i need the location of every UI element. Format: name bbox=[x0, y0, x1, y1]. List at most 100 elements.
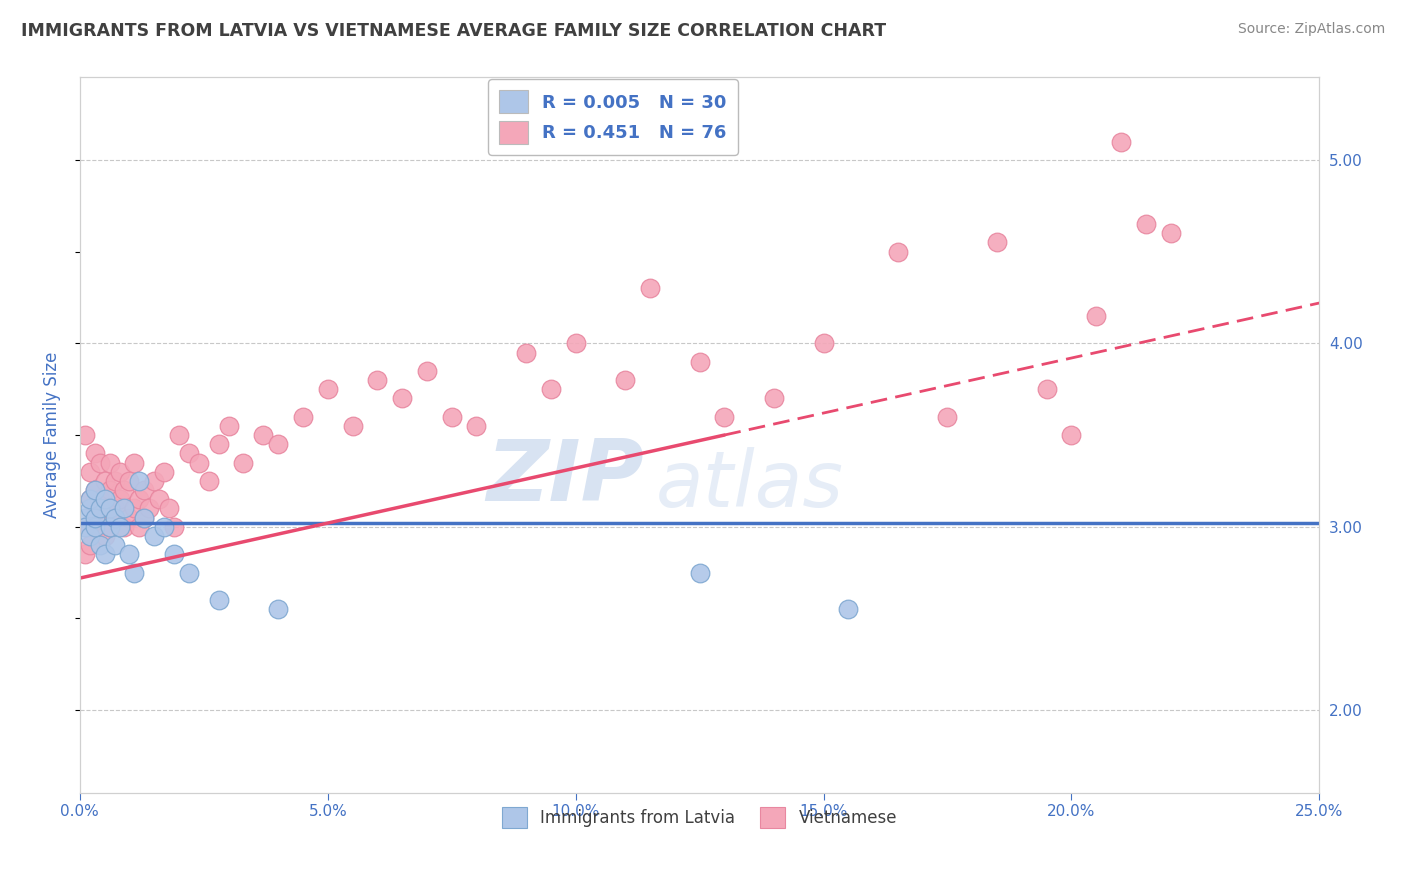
Point bbox=[148, 492, 170, 507]
Point bbox=[98, 520, 121, 534]
Text: atlas: atlas bbox=[657, 447, 844, 523]
Point bbox=[93, 492, 115, 507]
Point bbox=[108, 465, 131, 479]
Point bbox=[689, 354, 711, 368]
Point bbox=[108, 492, 131, 507]
Point bbox=[440, 409, 463, 424]
Point bbox=[114, 501, 136, 516]
Point bbox=[103, 510, 125, 524]
Point bbox=[103, 538, 125, 552]
Point bbox=[638, 281, 661, 295]
Point bbox=[108, 520, 131, 534]
Point bbox=[153, 520, 176, 534]
Text: ZIP: ZIP bbox=[486, 436, 644, 519]
Point bbox=[73, 547, 96, 561]
Point bbox=[114, 520, 136, 534]
Point bbox=[134, 510, 156, 524]
Point bbox=[1035, 382, 1057, 396]
Point bbox=[124, 566, 146, 580]
Point bbox=[83, 501, 105, 516]
Point bbox=[1160, 227, 1182, 241]
Point bbox=[813, 336, 835, 351]
Point bbox=[128, 492, 150, 507]
Point bbox=[138, 501, 160, 516]
Point bbox=[267, 602, 290, 616]
Point bbox=[540, 382, 562, 396]
Point bbox=[103, 510, 125, 524]
Point bbox=[167, 428, 190, 442]
Text: IMMIGRANTS FROM LATVIA VS VIETNAMESE AVERAGE FAMILY SIZE CORRELATION CHART: IMMIGRANTS FROM LATVIA VS VIETNAMESE AVE… bbox=[21, 22, 886, 40]
Point bbox=[187, 456, 209, 470]
Point bbox=[118, 510, 141, 524]
Point bbox=[79, 492, 101, 507]
Text: Source: ZipAtlas.com: Source: ZipAtlas.com bbox=[1237, 22, 1385, 37]
Point bbox=[124, 456, 146, 470]
Point bbox=[316, 382, 339, 396]
Point bbox=[267, 437, 290, 451]
Point bbox=[1060, 428, 1083, 442]
Point bbox=[342, 418, 364, 433]
Point bbox=[177, 446, 200, 460]
Point bbox=[465, 418, 488, 433]
Point bbox=[515, 345, 537, 359]
Point bbox=[79, 529, 101, 543]
Point bbox=[79, 492, 101, 507]
Point bbox=[89, 501, 111, 516]
Point bbox=[89, 520, 111, 534]
Point bbox=[208, 593, 231, 607]
Point bbox=[124, 501, 146, 516]
Point bbox=[73, 520, 96, 534]
Point bbox=[79, 538, 101, 552]
Point bbox=[134, 510, 156, 524]
Point bbox=[98, 520, 121, 534]
Point bbox=[391, 392, 413, 406]
Point bbox=[218, 418, 240, 433]
Point bbox=[713, 409, 735, 424]
Point bbox=[1135, 217, 1157, 231]
Point bbox=[614, 373, 637, 387]
Point bbox=[118, 474, 141, 488]
Point bbox=[93, 501, 115, 516]
Point bbox=[98, 483, 121, 497]
Point bbox=[887, 244, 910, 259]
Point bbox=[252, 428, 274, 442]
Legend: Immigrants from Latvia, Vietnamese: Immigrants from Latvia, Vietnamese bbox=[495, 801, 904, 834]
Point bbox=[89, 538, 111, 552]
Point bbox=[986, 235, 1008, 250]
Point bbox=[177, 566, 200, 580]
Point bbox=[83, 483, 105, 497]
Point bbox=[93, 547, 115, 561]
Point bbox=[762, 392, 785, 406]
Point bbox=[197, 474, 219, 488]
Point bbox=[128, 474, 150, 488]
Point bbox=[73, 520, 96, 534]
Point bbox=[143, 529, 166, 543]
Point bbox=[89, 492, 111, 507]
Point bbox=[936, 409, 959, 424]
Point bbox=[163, 520, 186, 534]
Point bbox=[79, 465, 101, 479]
Point bbox=[79, 520, 101, 534]
Point bbox=[232, 456, 254, 470]
Point bbox=[103, 474, 125, 488]
Point bbox=[291, 409, 314, 424]
Point bbox=[689, 566, 711, 580]
Point bbox=[157, 501, 180, 516]
Point bbox=[564, 336, 586, 351]
Point bbox=[98, 456, 121, 470]
Point bbox=[83, 510, 105, 524]
Point bbox=[83, 510, 105, 524]
Point bbox=[89, 456, 111, 470]
Y-axis label: Average Family Size: Average Family Size bbox=[44, 351, 60, 518]
Point bbox=[153, 465, 176, 479]
Point bbox=[79, 501, 101, 516]
Point bbox=[1109, 135, 1132, 149]
Point bbox=[83, 483, 105, 497]
Point bbox=[1085, 309, 1108, 323]
Point bbox=[366, 373, 388, 387]
Point bbox=[93, 474, 115, 488]
Point bbox=[128, 520, 150, 534]
Point bbox=[118, 547, 141, 561]
Point bbox=[98, 501, 121, 516]
Point bbox=[73, 428, 96, 442]
